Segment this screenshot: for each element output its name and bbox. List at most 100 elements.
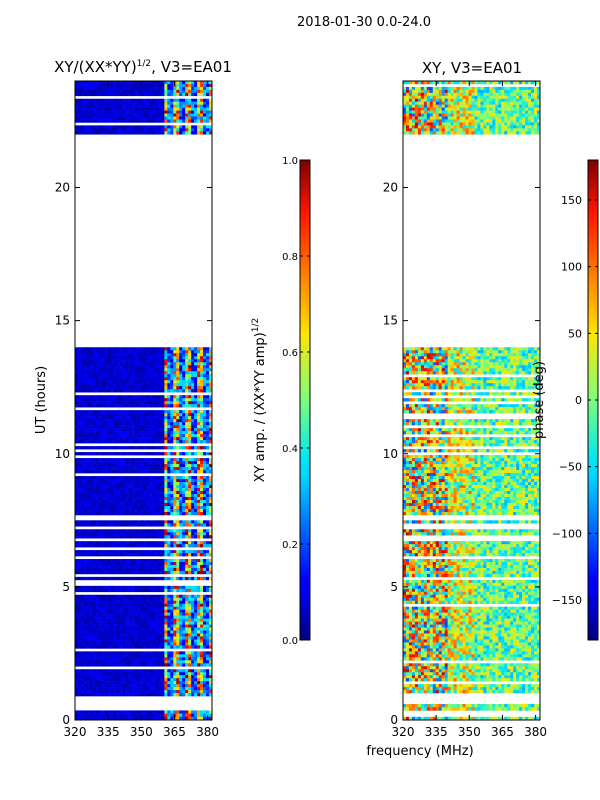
heatmap-cell [137,509,141,513]
heatmap-cell [197,606,201,610]
heatmap-cell [134,374,138,378]
heatmap-cell [137,89,141,94]
heatmap-cell [152,535,156,539]
heatmap-cell [203,500,207,504]
heatmap-cell [167,520,171,524]
heatmap-cell [107,588,112,593]
heatmap-cell [200,654,204,658]
heatmap-cell [155,559,159,563]
heatmap-cell [92,488,97,492]
heatmap-cell [110,401,115,405]
heatmap-cell [89,606,94,610]
heatmap-cell [116,503,120,507]
heatmap-cell [83,633,88,637]
heatmap-cell [176,564,180,569]
heatmap-cell [194,506,198,510]
heatmap-cell [86,669,91,673]
heatmap-cell [173,535,177,539]
heatmap-cell [158,461,162,465]
heatmap-cell [128,410,132,414]
heatmap-cell [206,398,210,402]
heatmap-cell [107,660,112,664]
heatmap-cell [137,642,141,646]
heatmap-cell [113,570,117,575]
heatmap-cell [173,497,177,501]
heatmap-cell [170,532,174,536]
heatmap-cell [116,491,120,495]
heatmap-cell [158,624,162,628]
heatmap-cell [161,576,165,581]
heatmap-cell [176,482,180,486]
heatmap-cell [191,687,195,691]
heatmap-cell [113,615,117,619]
heatmap-cell [143,633,147,637]
heatmap-cell [179,81,183,85]
heatmap-cell [161,86,165,91]
heatmap-cell [203,458,207,462]
heatmap-cell [92,383,97,387]
heatmap-cell [182,461,186,465]
heatmap-cell [122,377,126,381]
heatmap-cell [77,500,82,504]
heatmap-cell [75,562,79,566]
heatmap-cell [137,550,141,554]
heatmap-cell [185,636,189,640]
heatmap-cell [95,350,100,354]
heatmap-cell [188,541,192,545]
heatmap-cell [206,347,210,351]
heatmap-cell [176,600,180,605]
heatmap-cell [128,562,132,566]
heatmap-cell [113,511,117,516]
heatmap-cell [206,92,210,97]
heatmap-cell [197,476,201,480]
heatmap-cell [146,506,150,510]
heatmap-cell [116,386,120,390]
heatmap-cell [200,624,204,628]
heatmap-cell [143,669,147,673]
heatmap-cell [92,437,97,441]
heatmap-cell [152,440,156,444]
heatmap-cell [116,488,120,492]
heatmap-cell [131,624,135,628]
heatmap-cell [75,491,79,495]
heatmap-cell [197,509,201,513]
heatmap-cell [179,404,183,408]
heatmap-cell [155,639,159,643]
heatmap-cell [200,350,204,354]
heatmap-cell [209,690,213,694]
heatmap-cell [113,544,117,548]
heatmap-cell [137,621,141,625]
heatmap-cell [119,609,123,613]
heatmap-cell [86,434,91,438]
heatmap-cell [182,672,186,676]
heatmap-cell [155,567,159,572]
heatmap-cell [173,353,177,357]
heatmap-cell [146,440,150,444]
heatmap-cell [119,654,123,658]
heatmap-cell [80,431,85,435]
heatmap-cell [194,98,198,103]
heatmap-cell [104,467,109,471]
heatmap-cell [122,374,126,378]
heatmap-cell [206,687,210,691]
heatmap-cell [119,365,123,369]
heatmap-cell [140,630,144,634]
heatmap-cell [140,606,144,610]
heatmap-cell [170,452,174,456]
heatmap-cell [101,651,106,655]
heatmap-cell [167,431,171,435]
heatmap-cell [191,645,195,649]
heatmap-cell [185,476,189,480]
heatmap-cell [200,347,204,351]
heatmap-cell [167,630,171,634]
heatmap-cell [80,576,85,581]
heatmap-cell [203,603,207,607]
heatmap-cell [89,621,94,625]
heatmap-cell [95,553,100,557]
heatmap-cell [191,663,195,667]
heatmap-cell [164,672,168,676]
heatmap-cell [128,535,132,539]
heatmap-cell [152,371,156,375]
heatmap-cell [164,440,168,444]
heatmap-cell [191,609,195,613]
